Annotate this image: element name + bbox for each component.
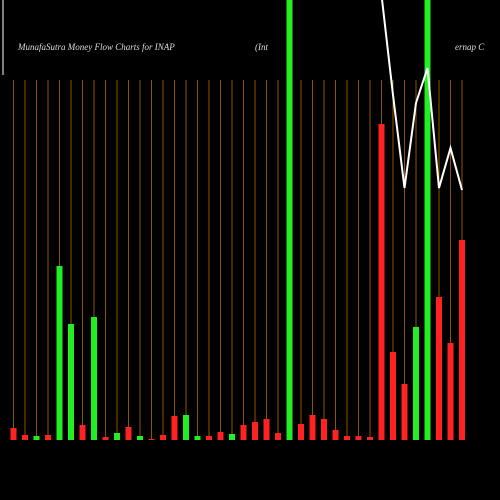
bar — [240, 425, 247, 440]
bar — [436, 297, 442, 440]
bar — [390, 352, 396, 440]
bar — [33, 436, 40, 440]
bar — [194, 436, 201, 440]
bar — [309, 415, 316, 440]
bar — [413, 327, 419, 440]
bar — [102, 437, 109, 440]
bar — [217, 432, 224, 440]
bar — [459, 240, 465, 440]
bar — [378, 124, 385, 440]
bar — [137, 436, 143, 440]
bar — [160, 435, 166, 440]
bar — [183, 415, 189, 440]
bar — [22, 435, 28, 440]
bar — [344, 436, 350, 440]
bar — [45, 435, 51, 440]
bar — [79, 425, 86, 440]
bar — [229, 434, 235, 440]
bar — [298, 424, 304, 440]
bar — [332, 430, 339, 440]
bar — [424, 0, 431, 440]
bar — [10, 428, 17, 440]
bar — [263, 419, 270, 440]
bar — [286, 0, 293, 440]
money-flow-line — [381, 0, 463, 191]
bar — [252, 422, 258, 440]
bar — [148, 439, 155, 440]
bar — [206, 436, 212, 440]
bar — [56, 266, 63, 440]
chart-subtitle: ernap C — [455, 42, 485, 52]
bar — [447, 343, 454, 440]
bar — [114, 433, 120, 440]
bar — [91, 317, 97, 440]
bar — [321, 419, 327, 440]
bar — [275, 433, 281, 440]
bar — [125, 427, 132, 440]
bar — [68, 324, 74, 440]
bar — [401, 384, 408, 440]
bar — [355, 436, 362, 440]
bar — [367, 437, 373, 440]
chart-title: MunafaSutra Money Flow Charts for INAP — [17, 42, 175, 52]
chart-subtitle: (Int — [255, 42, 268, 52]
bar — [171, 416, 178, 440]
